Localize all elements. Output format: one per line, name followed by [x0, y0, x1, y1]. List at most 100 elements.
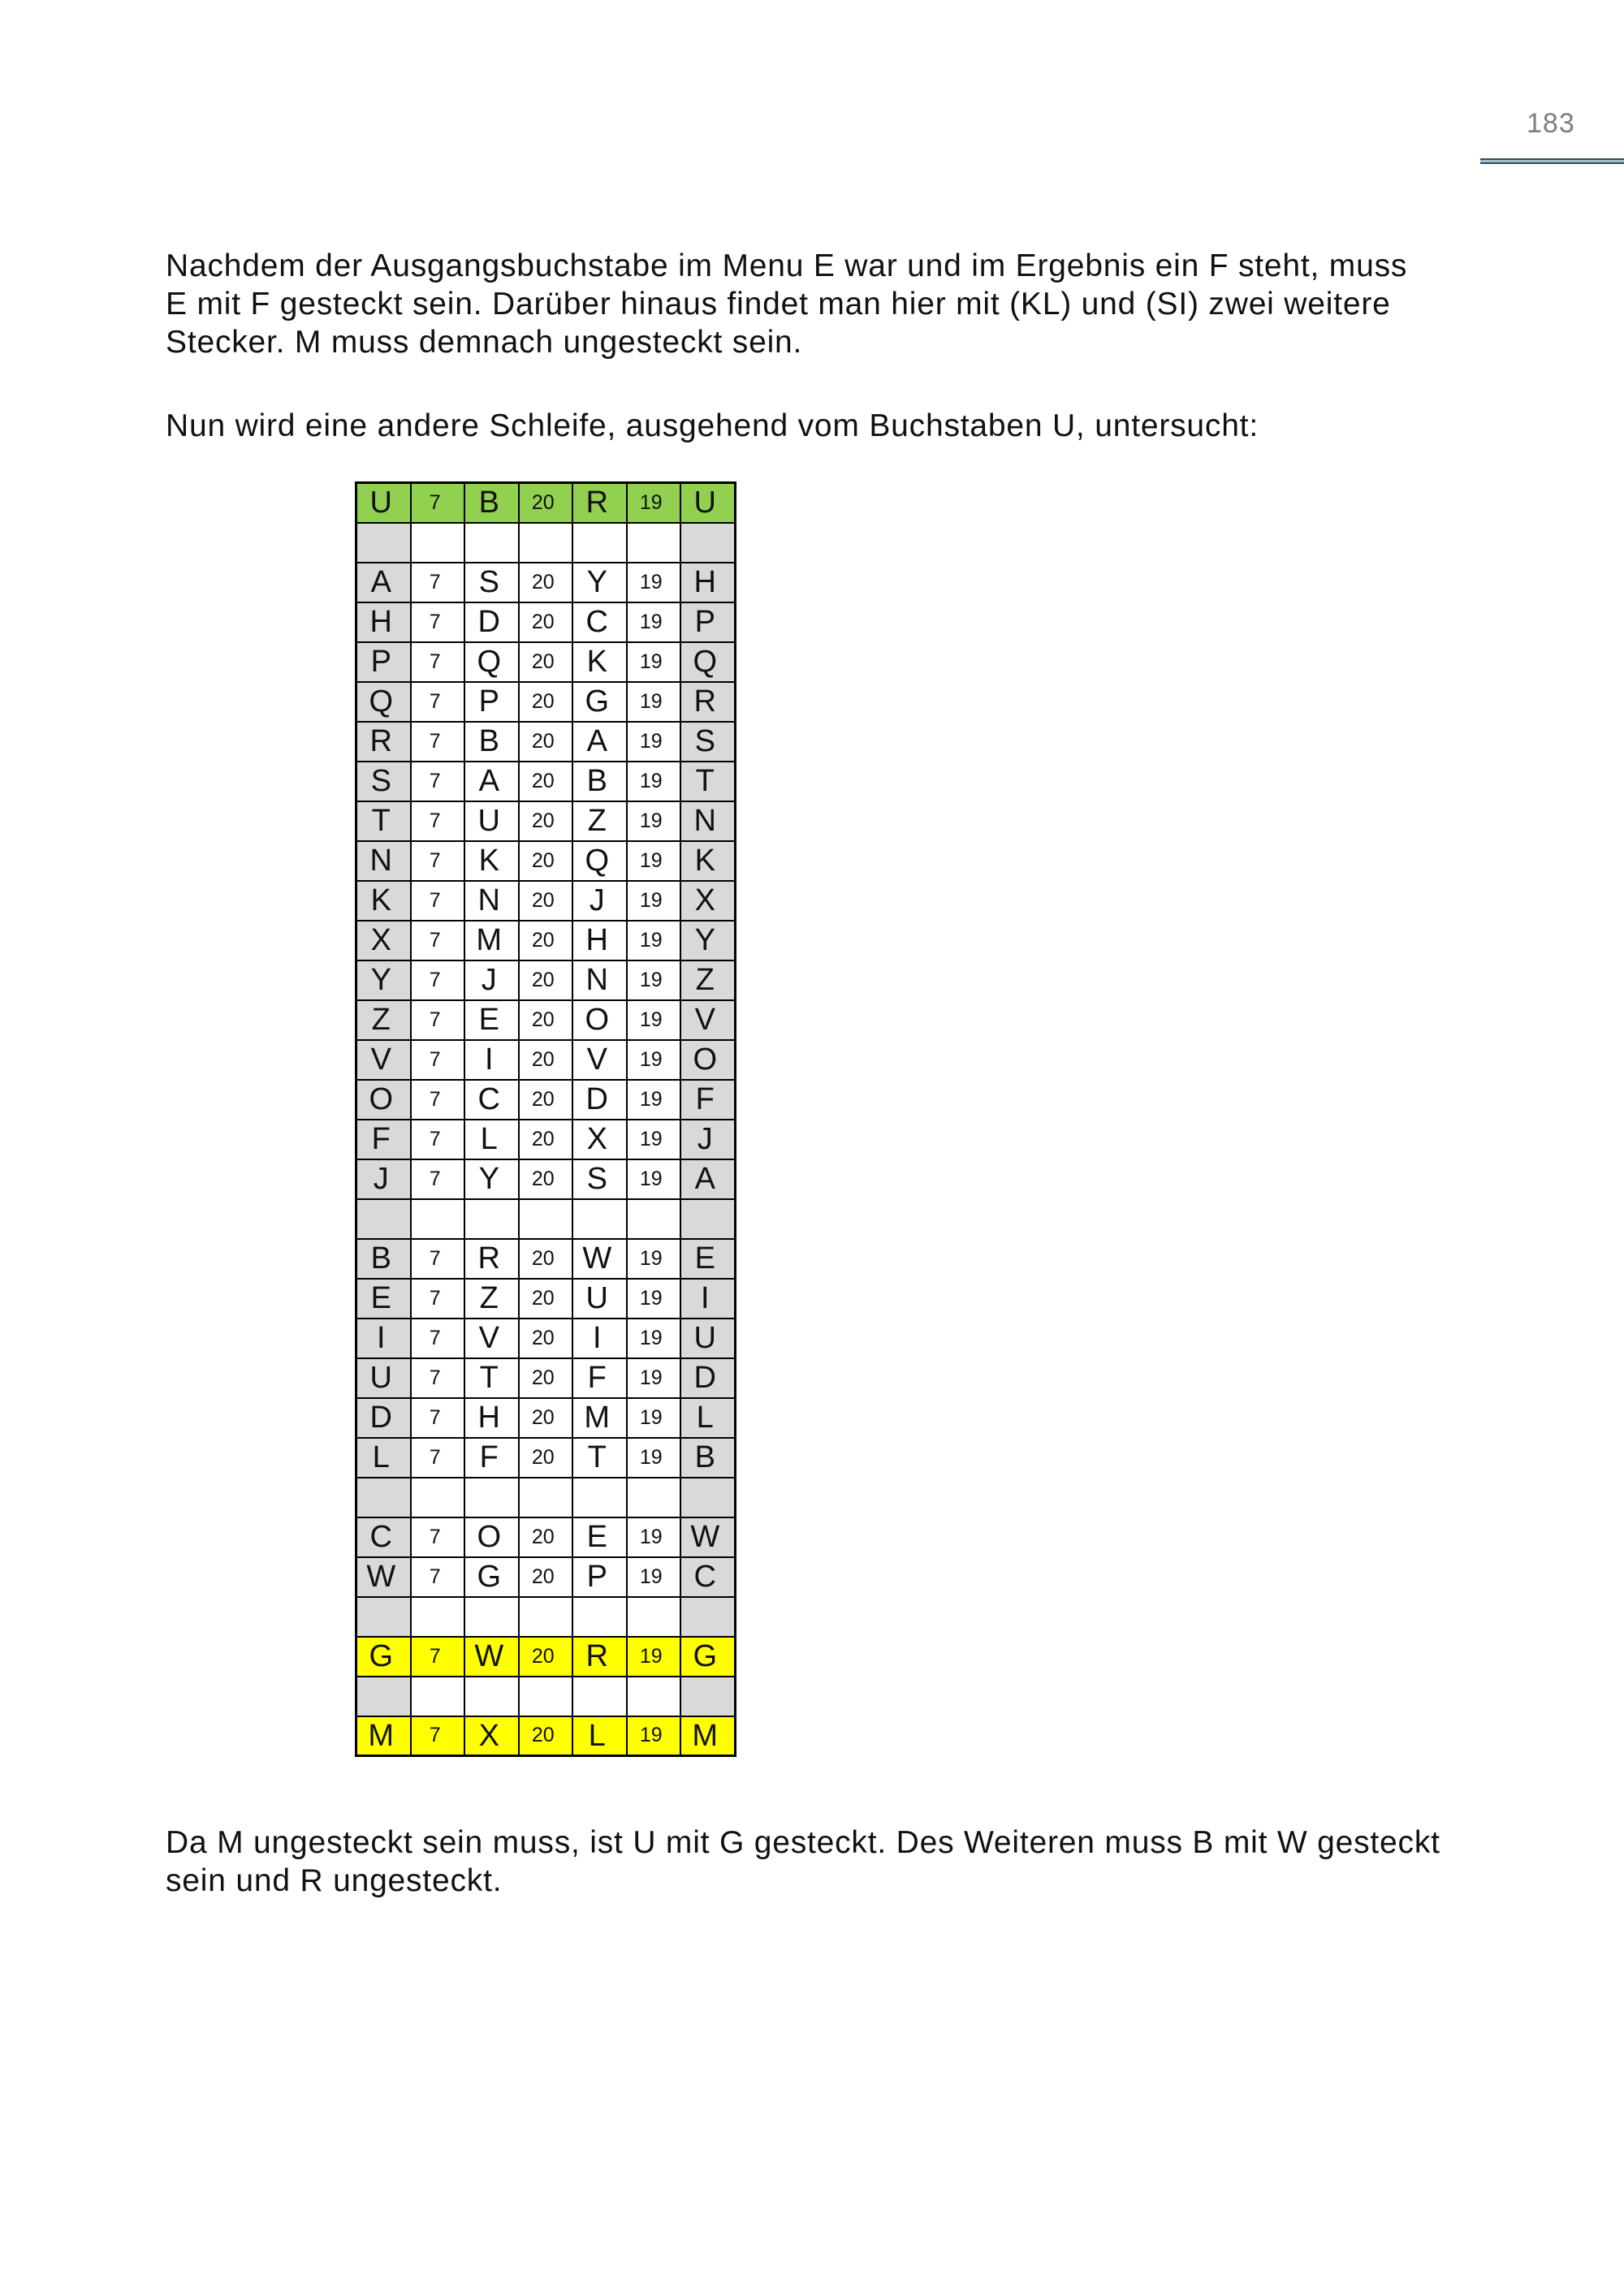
number-cell: 20	[517, 1317, 573, 1359]
page-number: 183	[1527, 108, 1575, 139]
number-cell: 19	[625, 1635, 681, 1677]
table-row: I 7 V 20 I 19 U	[355, 1317, 736, 1359]
letter-cell: W	[572, 1237, 628, 1280]
number-cell: 20	[517, 999, 573, 1041]
letter-cell: V	[355, 1038, 412, 1081]
letter-cell: D	[572, 1078, 628, 1120]
letter-cell: B	[464, 720, 520, 762]
number-cell: 19	[625, 879, 681, 922]
table-row: G 7 W 20 R 19 G	[355, 1635, 736, 1677]
empty-cell	[409, 1476, 465, 1518]
number-cell: 7	[409, 1277, 465, 1319]
letter-cell: Z	[680, 959, 736, 1001]
table-row	[355, 1595, 736, 1638]
number-cell: 7	[409, 1237, 465, 1280]
letter-cell: Y	[355, 959, 412, 1001]
empty-cell	[517, 1198, 573, 1240]
empty-cell	[572, 1476, 628, 1518]
number-cell: 7	[409, 1118, 465, 1160]
letter-cell: V	[680, 999, 736, 1041]
table-row: Y 7 J 20 N 19 Z	[355, 959, 736, 1001]
empty-cell	[625, 1198, 681, 1240]
header-rule	[1480, 158, 1624, 164]
empty-cell	[680, 1675, 736, 1717]
text-line: Da M ungesteckt sein muss, ist U mit G g…	[166, 1825, 1440, 1860]
table-row: H 7 D 20 C 19 P	[355, 601, 736, 643]
table-row: T 7 U 20 Z 19 N	[355, 800, 736, 842]
number-cell: 19	[625, 1357, 681, 1399]
empty-cell	[680, 1595, 736, 1638]
letter-cell: Q	[572, 840, 628, 882]
empty-cell	[464, 521, 520, 563]
empty-cell	[355, 1675, 412, 1717]
table-row: S 7 A 20 B 19 T	[355, 760, 736, 802]
table-row: O 7 C 20 D 19 F	[355, 1078, 736, 1120]
letter-cell: R	[680, 680, 736, 723]
number-cell: 20	[517, 561, 573, 603]
number-cell: 7	[409, 601, 465, 643]
letter-cell: X	[464, 1715, 520, 1757]
number-cell: 20	[517, 1237, 573, 1280]
letter-cell: F	[572, 1357, 628, 1399]
letter-cell: Y	[464, 1158, 520, 1200]
number-cell: 20	[517, 959, 573, 1001]
letter-cell: P	[355, 641, 412, 683]
number-cell: 20	[517, 1277, 573, 1319]
letter-cell: K	[464, 840, 520, 882]
table-row	[355, 1198, 736, 1240]
empty-cell	[355, 1476, 412, 1518]
letter-cell: W	[355, 1556, 412, 1598]
number-cell: 20	[517, 1516, 573, 1558]
empty-cell	[355, 1198, 412, 1240]
letter-cell: Q	[464, 641, 520, 683]
number-cell: 19	[625, 1277, 681, 1319]
number-cell: 20	[517, 1715, 573, 1757]
letter-cell: F	[680, 1078, 736, 1120]
letter-cell: L	[464, 1118, 520, 1160]
empty-cell	[680, 1476, 736, 1518]
table-row	[355, 521, 736, 563]
letter-cell: G	[572, 680, 628, 723]
letter-cell: T	[355, 800, 412, 842]
number-cell: 7	[409, 561, 465, 603]
number-cell: 20	[517, 1436, 573, 1478]
letter-cell: N	[355, 840, 412, 882]
letter-cell: M	[355, 1715, 412, 1757]
letter-cell: Z	[355, 999, 412, 1041]
letter-cell: J	[355, 1158, 412, 1200]
letter-cell: C	[680, 1556, 736, 1598]
letter-cell: K	[572, 641, 628, 683]
letter-cell: X	[355, 919, 412, 961]
number-cell: 20	[517, 1556, 573, 1598]
letter-cell: T	[464, 1357, 520, 1399]
letter-cell: I	[680, 1277, 736, 1319]
letter-cell: U	[464, 800, 520, 842]
number-cell: 19	[625, 919, 681, 961]
empty-cell	[517, 1675, 573, 1717]
number-cell: 7	[409, 1158, 465, 1200]
table-row: Z 7 E 20 O 19 V	[355, 999, 736, 1041]
number-cell: 7	[409, 919, 465, 961]
letter-cell: J	[464, 959, 520, 1001]
empty-cell	[464, 1198, 520, 1240]
table-row: A 7 S 20 Y 19 H	[355, 561, 736, 603]
table-row: B 7 R 20 W 19 E	[355, 1237, 736, 1280]
number-cell: 7	[409, 641, 465, 683]
empty-cell	[572, 1198, 628, 1240]
letter-cell: I	[464, 1038, 520, 1081]
letter-cell: B	[572, 760, 628, 802]
letter-cell: O	[572, 999, 628, 1041]
number-cell: 20	[517, 800, 573, 842]
letter-cell: A	[464, 760, 520, 802]
letter-cell: Y	[572, 561, 628, 603]
number-cell: 7	[409, 1436, 465, 1478]
number-cell: 19	[625, 481, 681, 524]
letter-cell: O	[464, 1516, 520, 1558]
letter-cell: Z	[464, 1277, 520, 1319]
number-cell: 7	[409, 959, 465, 1001]
empty-cell	[464, 1595, 520, 1638]
letter-cell: H	[572, 919, 628, 961]
table-row: X 7 M 20 H 19 Y	[355, 919, 736, 961]
table-row: P 7 Q 20 K 19 Q	[355, 641, 736, 683]
number-cell: 19	[625, 1237, 681, 1280]
